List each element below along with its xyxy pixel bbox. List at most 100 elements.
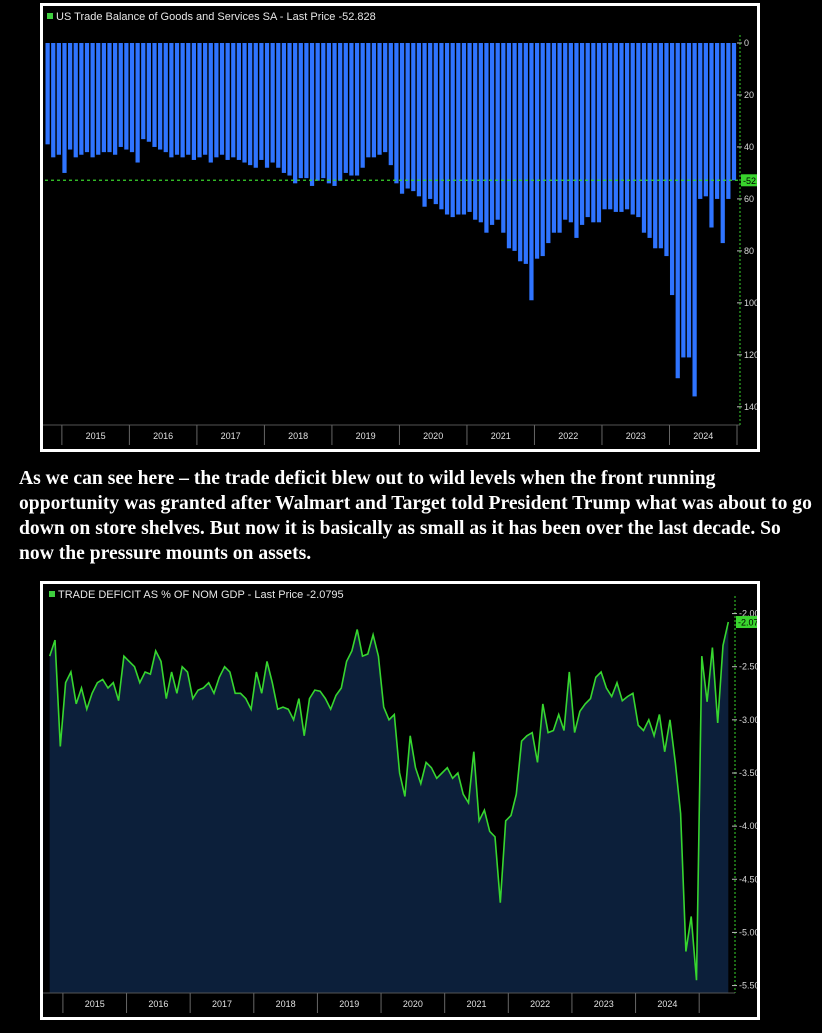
bar: [253, 43, 258, 168]
trade-balance-chart-panel: US Trade Balance of Goods and Services S…: [40, 3, 760, 452]
bar: [169, 43, 174, 158]
bar: [726, 43, 731, 199]
bar: [326, 43, 332, 184]
bar: [501, 43, 506, 233]
bar: [444, 43, 450, 215]
y-tick-label: 80: [744, 246, 754, 256]
bar: [231, 43, 236, 158]
bar: [636, 43, 641, 218]
bar: [405, 43, 410, 189]
bar: [73, 43, 78, 158]
bar: [270, 43, 275, 163]
bar: [518, 43, 523, 262]
bar: [681, 43, 686, 358]
last-price-label: -52.828: [743, 176, 757, 186]
bar: [568, 43, 573, 223]
y-tick-label: 60: [744, 194, 754, 204]
bar: [84, 43, 90, 153]
x-tick-label: 2024: [657, 999, 677, 1009]
bar: [264, 43, 270, 168]
bar: [489, 43, 495, 225]
bar: [506, 43, 512, 249]
bar: [214, 43, 219, 158]
bar: [141, 43, 146, 140]
x-tick-label: 2023: [626, 431, 646, 441]
bar: [276, 43, 281, 168]
bar: [101, 43, 106, 153]
last-price-marker: [741, 174, 757, 187]
bar: [203, 43, 208, 155]
y-tick-label: -2.5000: [739, 662, 757, 672]
bar: [523, 43, 528, 264]
x-tick-label: 2022: [558, 431, 578, 441]
bar: [186, 43, 191, 155]
bar: [720, 43, 725, 244]
bar: [563, 43, 568, 220]
series-line: [48, 621, 730, 981]
x-tick-label: 2017: [212, 999, 232, 1009]
x-tick-label: 2018: [288, 431, 308, 441]
bar: [399, 43, 405, 194]
bar: [608, 43, 613, 210]
bar: [647, 43, 652, 238]
bar: [129, 43, 135, 153]
bar: [456, 43, 461, 215]
bar: [433, 43, 438, 205]
bar: [366, 43, 371, 158]
bar: [439, 43, 444, 210]
bar: [534, 43, 540, 259]
bar: [349, 43, 354, 176]
bar: [574, 43, 579, 238]
x-tick-label: 2017: [221, 431, 241, 441]
bar: [686, 43, 692, 358]
bar: [79, 43, 84, 155]
bar: [540, 43, 545, 257]
bar: [174, 43, 180, 155]
bar: [428, 43, 433, 199]
bar: [529, 43, 534, 301]
bar: [309, 43, 315, 186]
bar: [624, 43, 630, 210]
bar: [287, 43, 292, 176]
last-price-marker: [736, 616, 757, 629]
bar: [495, 43, 500, 220]
bar: [411, 43, 416, 192]
x-tick-label: 2016: [148, 999, 168, 1009]
bar: [304, 43, 309, 179]
bar: [579, 43, 585, 225]
bar: [709, 43, 714, 228]
bar: [731, 43, 737, 181]
bar: [68, 43, 73, 150]
bar: [591, 43, 596, 223]
bar: [664, 43, 669, 257]
legend-swatch: [47, 13, 53, 19]
x-tick-label: 2015: [86, 431, 106, 441]
bar: [613, 43, 618, 212]
bar: [180, 43, 185, 158]
caption-text: As we can see here – the trade deficit b…: [19, 468, 812, 564]
bar: [416, 43, 422, 197]
x-tick-label: 2020: [423, 431, 443, 441]
bar: [467, 43, 472, 212]
x-tick-label: 2023: [594, 999, 614, 1009]
bar: [596, 43, 602, 223]
bar: [653, 43, 658, 249]
bar: [124, 43, 129, 150]
bar: [293, 43, 298, 184]
trade-deficit-gdp-area-chart: TRADE DEFICIT AS % OF NOM GDP - Last Pri…: [43, 589, 757, 1013]
x-tick-label: 2021: [491, 431, 511, 441]
x-tick-label: 2019: [356, 431, 376, 441]
series-area: [49, 622, 729, 993]
bar: [197, 43, 202, 158]
y-tick-label: 100: [744, 298, 757, 308]
y-tick-label: 140: [744, 402, 757, 412]
bar: [484, 43, 489, 233]
bar: [135, 43, 140, 163]
bar: [641, 43, 647, 233]
bar: [658, 43, 663, 249]
bar: [338, 43, 343, 181]
bar: [96, 43, 101, 155]
bar: [557, 43, 562, 233]
bar: [714, 43, 720, 199]
x-tick-label: 2021: [466, 999, 486, 1009]
